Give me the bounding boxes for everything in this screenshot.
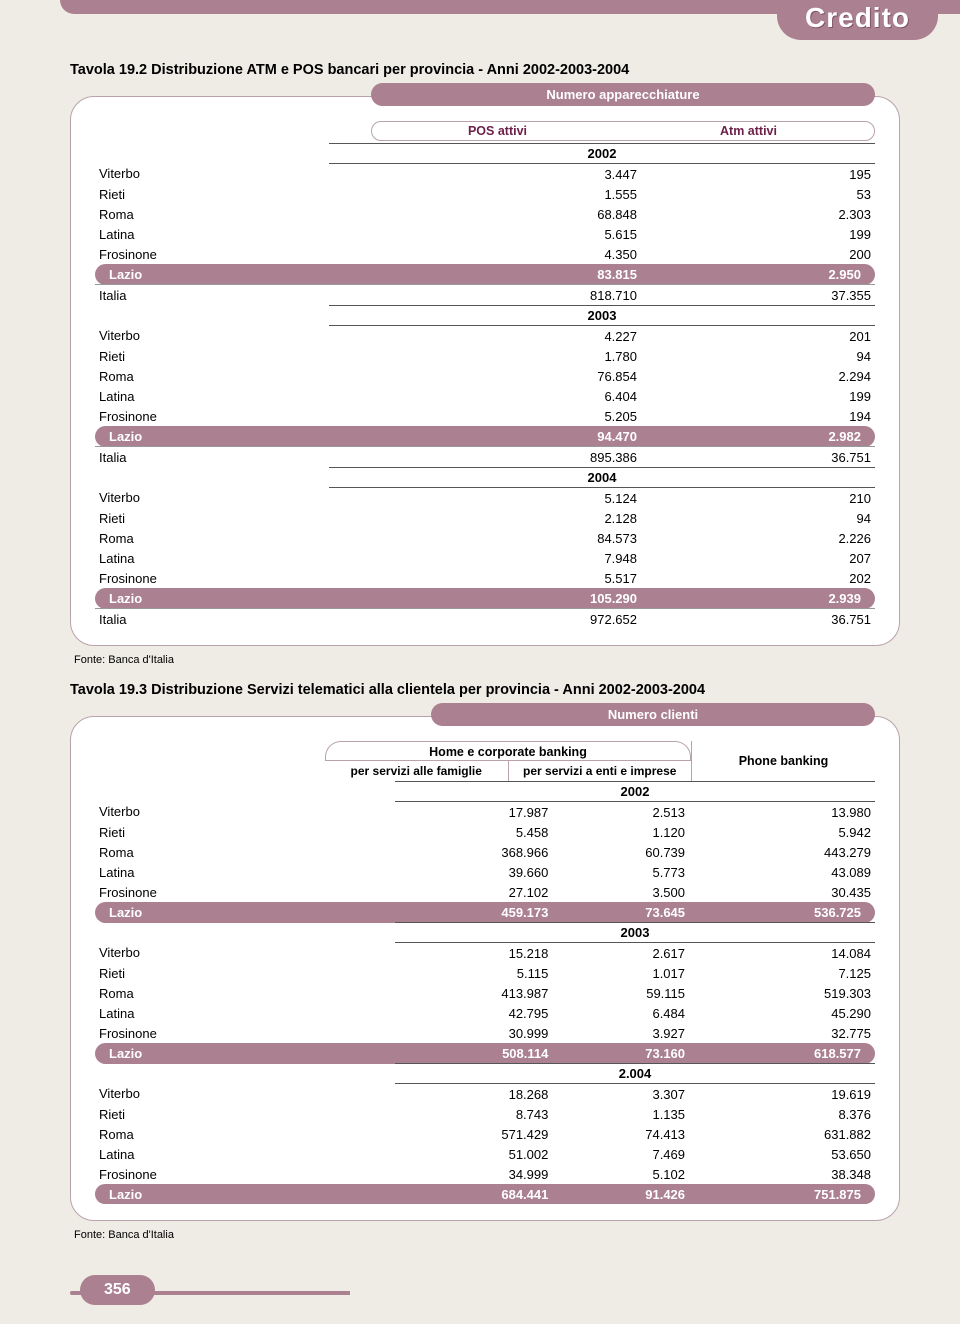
table-row: Roma413.98759.115519.303 [95, 983, 875, 1003]
table-row: Rieti1.78094 [95, 346, 875, 366]
col-fam: per servizi alle famiglie [325, 761, 509, 781]
table-row: Frosinone5.205194 [95, 406, 875, 426]
col-pos: POS attivi [372, 124, 623, 138]
table-row: Viterbo5.124210 [95, 488, 875, 509]
table-row: Viterbo17.9872.51313.980 [95, 802, 875, 823]
table-row: Frosinone34.9995.10238.348 [95, 1164, 875, 1184]
table-row: Latina42.7956.48445.290 [95, 1003, 875, 1023]
page-footer: 356 [70, 1275, 900, 1295]
table-row: Latina6.404199 [95, 386, 875, 406]
table1-banner: Numero apparecchiature [371, 83, 875, 106]
table-row: Latina7.948207 [95, 548, 875, 568]
table2-source: Fonte: Banca d'Italia [74, 1229, 900, 1241]
header-bar: Credito [60, 0, 960, 34]
table1-title: Tavola 19.2 Distribuzione ATM e POS banc… [70, 62, 900, 78]
table-row: Frosinone4.350200 [95, 244, 875, 264]
table-row: Roma84.5732.226 [95, 528, 875, 548]
italia-row: Italia818.71037.355 [95, 285, 875, 306]
table-row: Frosinone27.1023.50030.435 [95, 882, 875, 902]
lazio-row: Lazio508.11473.160618.577 [95, 1043, 875, 1064]
table2-header: Home e corporate banking per servizi all… [95, 741, 875, 781]
lazio-row: Lazio459.17373.645536.725 [95, 902, 875, 923]
lazio-row: Lazio83.8152.950 [95, 264, 875, 285]
col-group-home: Home e corporate banking [325, 741, 691, 760]
lazio-row: Lazio105.2902.939 [95, 588, 875, 609]
lazio-row: Lazio94.4702.982 [95, 426, 875, 447]
table-row: Latina5.615199 [95, 224, 875, 244]
table2-container: Numero clienti Home e corporate banking … [70, 716, 900, 1221]
table-row: Viterbo4.227201 [95, 326, 875, 347]
table-row: Roma68.8482.303 [95, 204, 875, 224]
table-row: Rieti2.12894 [95, 508, 875, 528]
table-row: Viterbo15.2182.61714.084 [95, 943, 875, 964]
table2-title: Tavola 19.3 Distribuzione Servizi telema… [70, 682, 900, 698]
italia-row: Italia895.38636.751 [95, 447, 875, 468]
table-row: Latina51.0027.46953.650 [95, 1144, 875, 1164]
table-row: Rieti5.4581.1205.942 [95, 822, 875, 842]
table-row: Rieti1.55553 [95, 184, 875, 204]
col-atm: Atm attivi [623, 124, 874, 138]
table2-banner: Numero clienti [431, 703, 875, 726]
table-row: Viterbo18.2683.30719.619 [95, 1084, 875, 1105]
table-row: Rieti5.1151.0177.125 [95, 963, 875, 983]
col-imp: per servizi a enti e imprese [509, 761, 692, 781]
table-row: Latina39.6605.77343.089 [95, 862, 875, 882]
lazio-row: Lazio684.44191.426751.875 [95, 1184, 875, 1204]
table-row: Roma368.96660.739443.279 [95, 842, 875, 862]
section-title: Credito [777, 0, 938, 40]
table1-source: Fonte: Banca d'Italia [74, 654, 900, 666]
table1-column-headers: POS attivi Atm attivi [371, 121, 875, 141]
table2: 2002Viterbo17.9872.51313.980Rieti5.4581.… [95, 781, 875, 1204]
table-row: Frosinone30.9993.92732.775 [95, 1023, 875, 1043]
table-row: Viterbo3.447195 [95, 164, 875, 185]
italia-row: Italia972.65236.751 [95, 609, 875, 630]
table-row: Rieti8.7431.1358.376 [95, 1104, 875, 1124]
table-row: Roma76.8542.294 [95, 366, 875, 386]
table1-container: Numero apparecchiature POS attivi Atm at… [70, 96, 900, 646]
page-number: 356 [80, 1275, 155, 1305]
table-row: Roma571.42974.413631.882 [95, 1124, 875, 1144]
table-row: Frosinone5.517202 [95, 568, 875, 588]
table1: 2002Viterbo3.447195Rieti1.55553Roma68.84… [95, 143, 875, 629]
col-phone: Phone banking [691, 741, 875, 781]
